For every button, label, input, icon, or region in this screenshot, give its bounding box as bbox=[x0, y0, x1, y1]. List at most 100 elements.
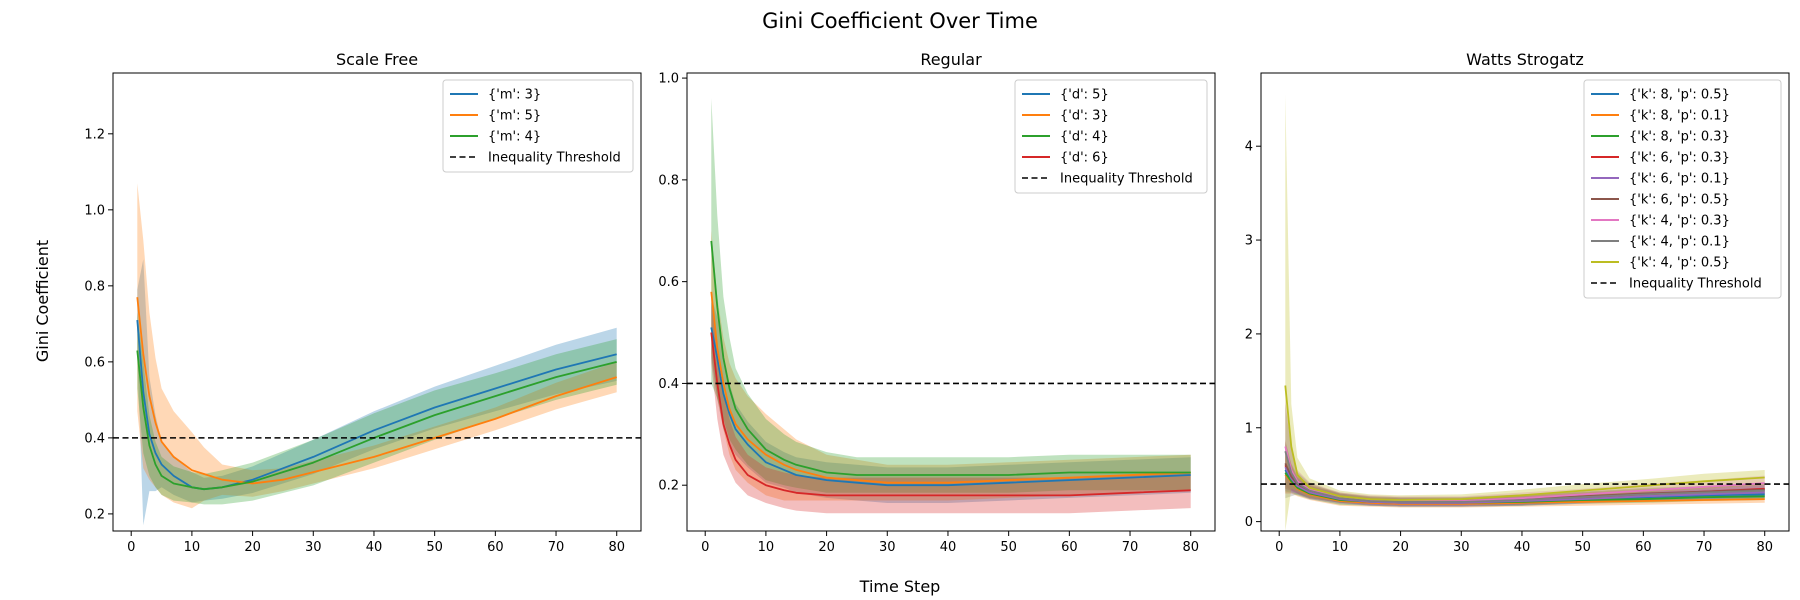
legend: {'d': 5} {'d': 3} {'d': 4} {'d': 6} Inequali… bbox=[1014, 79, 1208, 194]
series-line-k-8-p-0-1 bbox=[1284, 474, 1765, 505]
x-tick-label: 70 bbox=[1696, 540, 1713, 555]
x-tick-label: 20 bbox=[1392, 540, 1409, 555]
x-tick-label: 10 bbox=[184, 540, 201, 555]
confidence-band-m-3 bbox=[137, 259, 617, 526]
series-line-d-5 bbox=[710, 327, 1191, 487]
y-tick-label: 3 bbox=[1245, 234, 1253, 249]
x-tick-label: 30 bbox=[305, 540, 322, 555]
x-tick-label: 20 bbox=[244, 540, 261, 555]
confidence-band-k-8-p-0-1 bbox=[1285, 455, 1765, 508]
legend-box bbox=[442, 79, 634, 173]
y-tick-label: 0.6 bbox=[658, 275, 679, 290]
legend-box bbox=[1014, 79, 1208, 194]
y-tick-label: 0.8 bbox=[658, 173, 679, 188]
panel-title: Regular bbox=[920, 50, 982, 69]
y-tick-label: 1 bbox=[1245, 421, 1253, 436]
series-line-m-5 bbox=[136, 297, 617, 485]
plot-area bbox=[687, 98, 1215, 514]
legend-label: {'k': 6, 'p': 0.5} bbox=[1629, 193, 1730, 208]
legend-label: {'k': 4, 'p': 0.5} bbox=[1629, 256, 1730, 271]
y-tick-label: 4 bbox=[1245, 140, 1253, 155]
x-tick-label: 0 bbox=[701, 540, 709, 555]
axes-frame bbox=[112, 72, 642, 532]
x-tick-label: 0 bbox=[1275, 540, 1283, 555]
axes-frame bbox=[686, 72, 1216, 532]
legend-box bbox=[1583, 79, 1782, 299]
confidence-band-k-4-p-0-5 bbox=[1285, 94, 1765, 531]
x-tick-label: 60 bbox=[1635, 540, 1652, 555]
legend-label: {'m': 4} bbox=[488, 130, 541, 145]
y-tick-label: 2 bbox=[1245, 327, 1253, 342]
legend-label-threshold: Inequality Threshold bbox=[488, 151, 621, 166]
x-tick-label: 40 bbox=[940, 540, 957, 555]
legend-label: {'m': 5} bbox=[488, 109, 541, 124]
legend-label: {'k': 4, 'p': 0.3} bbox=[1629, 214, 1730, 229]
x-tick-label: 20 bbox=[818, 540, 835, 555]
x-tick-label: 10 bbox=[1332, 540, 1349, 555]
plot-area bbox=[113, 183, 641, 526]
x-tick-label: 80 bbox=[608, 540, 625, 555]
legend-label: {'d': 3} bbox=[1060, 109, 1109, 124]
confidence-band-k-8-p-0-3 bbox=[1285, 454, 1765, 507]
panel-title: Scale Free bbox=[336, 50, 418, 69]
x-tick-label: 0 bbox=[127, 540, 135, 555]
x-tick-label: 50 bbox=[1574, 540, 1591, 555]
x-tick-label: 50 bbox=[426, 540, 443, 555]
x-tick-label: 70 bbox=[548, 540, 565, 555]
legend-label: {'k': 6, 'p': 0.1} bbox=[1629, 172, 1730, 187]
x-tick-label: 80 bbox=[1756, 540, 1773, 555]
x-tick-label: 10 bbox=[758, 540, 775, 555]
confidence-band-d-3 bbox=[711, 230, 1191, 501]
confidence-band-m-5 bbox=[137, 183, 617, 509]
suptitle: Gini Coefficient Over Time bbox=[762, 9, 1038, 33]
panel-scale-free: Scale Free 0 10 20 30 40 50 60 70 80 0.2 0.4 0.6 0.8 1… bbox=[84, 50, 642, 555]
y-tick-label: 1.0 bbox=[658, 72, 679, 87]
panel-watts-strogatz: Watts Strogatz 0 10 20 30 40 50 60 70 80 0 1 2 3 4 {'k'… bbox=[1245, 50, 1790, 555]
x-tick-label: 30 bbox=[879, 540, 896, 555]
legend: {'k': 8, 'p': 0.5} {'k': 8, 'p': 0.1} {'k'… bbox=[1583, 79, 1782, 299]
panel-regular: Regular 0 10 20 30 40 50 60 70 80 0.2 0.4 0.6 0.8 1.0 {… bbox=[658, 50, 1216, 555]
series-line-k-4-p-0-1 bbox=[1284, 450, 1765, 503]
y-tick-label: 0.6 bbox=[84, 355, 105, 370]
series-line-m-4 bbox=[136, 350, 617, 491]
x-tick-label: 60 bbox=[487, 540, 504, 555]
y-axis-label: Gini Coefficient bbox=[33, 240, 52, 362]
y-tick-label: 0.8 bbox=[84, 279, 105, 294]
confidence-band-d-4 bbox=[711, 98, 1191, 493]
series-line-k-4-p-0-5 bbox=[1284, 385, 1765, 501]
x-axis-label: Time Step bbox=[859, 577, 941, 596]
x-tick-label: 70 bbox=[1122, 540, 1139, 555]
legend-label: {'d': 5} bbox=[1060, 88, 1109, 103]
legend-label-threshold: Inequality Threshold bbox=[1060, 172, 1193, 187]
legend: {'m': 3} {'m': 5} {'m': 4} Inequality Thres… bbox=[442, 79, 634, 173]
legend-label: {'d': 4} bbox=[1060, 130, 1109, 145]
legend-label: {'k': 8, 'p': 0.3} bbox=[1629, 130, 1730, 145]
legend-label: {'k': 8, 'p': 0.5} bbox=[1629, 88, 1730, 103]
plot-area bbox=[1261, 94, 1789, 531]
legend-label: {'d': 6} bbox=[1060, 151, 1109, 166]
x-tick-label: 40 bbox=[1514, 540, 1531, 555]
x-tick-label: 60 bbox=[1061, 540, 1078, 555]
y-tick-label: 1.0 bbox=[84, 203, 105, 218]
x-tick-label: 80 bbox=[1182, 540, 1199, 555]
y-tick-label: 0.2 bbox=[84, 507, 105, 522]
confidence-band-d-5 bbox=[711, 296, 1191, 503]
x-tick-label: 50 bbox=[1000, 540, 1017, 555]
series-line-d-4 bbox=[710, 240, 1191, 476]
legend-label: {'k': 8, 'p': 0.1} bbox=[1629, 109, 1730, 124]
y-tick-label: 0.2 bbox=[658, 479, 679, 494]
y-tick-label: 0.4 bbox=[84, 431, 105, 446]
y-tick-label: 1.2 bbox=[84, 127, 105, 142]
axes-frame bbox=[1260, 72, 1790, 532]
y-tick-label: 0 bbox=[1245, 515, 1253, 530]
legend-label: {'m': 3} bbox=[488, 88, 541, 103]
y-tick-label: 0.4 bbox=[658, 377, 679, 392]
series-line-d-3 bbox=[710, 291, 1191, 484]
legend-label-threshold: Inequality Threshold bbox=[1629, 277, 1762, 292]
legend-label: {'k': 4, 'p': 0.1} bbox=[1629, 235, 1730, 250]
panel-title: Watts Strogatz bbox=[1466, 50, 1584, 69]
legend-label: {'k': 6, 'p': 0.3} bbox=[1629, 151, 1730, 166]
x-tick-label: 30 bbox=[1453, 540, 1470, 555]
x-tick-label: 40 bbox=[366, 540, 383, 555]
